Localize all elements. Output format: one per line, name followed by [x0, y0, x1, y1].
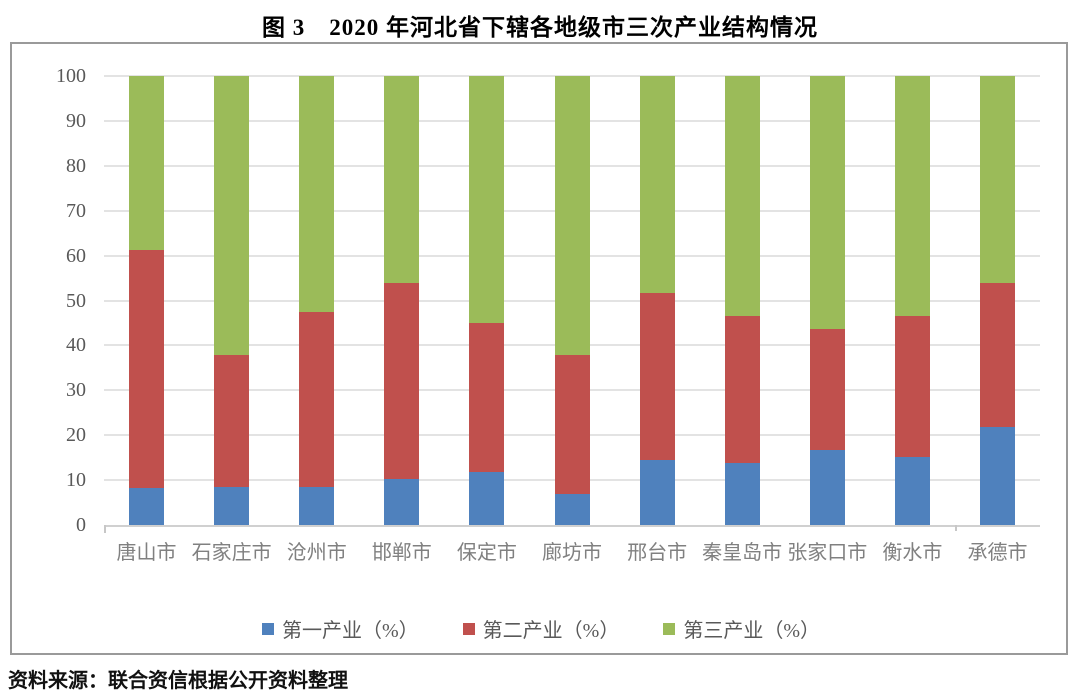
- x-category-label: 承德市: [967, 542, 1028, 564]
- bar-segment: [809, 329, 845, 450]
- bar-segment: [639, 292, 675, 461]
- legend-swatch-icon: [462, 622, 475, 635]
- bar-segment: [299, 76, 335, 312]
- bar-segment: [469, 472, 505, 525]
- x-category-label: 秦皇岛市: [702, 542, 783, 564]
- x-category-label: 张家口市: [787, 542, 868, 564]
- x-category-label: 沧州市: [286, 542, 347, 564]
- legend-item: 第二产业（%）: [462, 614, 620, 643]
- bar-segment: [469, 323, 505, 473]
- figure-title: 图 3 2020 年河北省下辖各地级市三次产业结构情况: [262, 15, 818, 40]
- x-axis-line: [104, 525, 1040, 527]
- x-category-label: 保定市: [456, 542, 517, 564]
- legend-label: 第二产业（%）: [482, 620, 620, 642]
- bar-segment: [384, 283, 420, 479]
- bar-segment: [894, 76, 930, 317]
- x-category-label: 邯郸市: [371, 542, 432, 564]
- legend-item: 第一产业（%）: [261, 614, 419, 643]
- bar-segment: [129, 488, 165, 525]
- y-tick-label: 20: [66, 424, 86, 447]
- x-category-label: 衡水市: [882, 542, 943, 564]
- legend-swatch-icon: [663, 622, 676, 635]
- bar-stack-沧州市: [299, 76, 335, 525]
- axis-tick: [104, 525, 106, 533]
- bar-stack-石家庄市: [214, 76, 250, 525]
- y-tick-label: 70: [66, 199, 86, 222]
- bar-stack-张家口市: [809, 76, 845, 525]
- bar-stack-唐山市: [129, 76, 165, 525]
- y-tick-label: 100: [56, 65, 86, 87]
- bar-segment: [809, 449, 845, 525]
- bar-stack-邯郸市: [384, 76, 420, 525]
- bar-segment: [639, 76, 675, 293]
- x-category-label: 邢台市: [627, 542, 688, 564]
- bar-segment: [554, 76, 590, 356]
- bar-stack-衡水市: [894, 76, 930, 525]
- y-tick-label: 40: [66, 334, 86, 357]
- plot-area: [104, 75, 1040, 525]
- bar-segment: [384, 76, 420, 284]
- x-category-label: 石家庄市: [191, 542, 272, 564]
- bar-segment: [214, 486, 250, 525]
- bar-segment: [979, 426, 1015, 525]
- y-tick-label: 80: [66, 154, 86, 177]
- legend-label: 第一产业（%）: [281, 620, 419, 642]
- bar-segment: [384, 478, 420, 525]
- y-tick-label: 50: [66, 289, 86, 312]
- bar-segment: [894, 316, 930, 457]
- bar-segment: [724, 462, 760, 525]
- y-tick-label: 30: [66, 379, 86, 402]
- bar-stack-承德市: [979, 76, 1015, 525]
- x-category-label: 廊坊市: [542, 542, 602, 564]
- bar-segment: [979, 283, 1015, 427]
- bar-segment: [299, 311, 335, 488]
- bar-segment: [639, 460, 675, 525]
- bar-segment: [299, 487, 335, 525]
- bar-segment: [724, 316, 760, 463]
- bar-segment: [214, 355, 250, 487]
- bar-stack-邢台市: [639, 76, 675, 525]
- bar-segment: [724, 76, 760, 317]
- chart-frame: 0 10 20 30 40 50 60 70 80 90 100 唐山市 石家庄市 沧州市 邯郸市 保定市 廊…: [10, 42, 1068, 655]
- bar-stack-保定市: [469, 76, 505, 525]
- bar-segment: [809, 76, 845, 330]
- bar-segment: [129, 76, 165, 250]
- bar-segment: [554, 494, 590, 525]
- chart-legend: 第一产业（%） 第二产业（%） 第三产业（%）: [12, 614, 1070, 643]
- x-category-label: 唐山市: [116, 542, 177, 564]
- bar-stack-秦皇岛市: [724, 76, 760, 525]
- source-note: 资料来源：联合资信根据公开资料整理: [8, 670, 348, 692]
- axis-tick: [955, 525, 957, 531]
- bar-stack-廊坊市: [554, 76, 590, 525]
- bar-segment: [894, 456, 930, 525]
- bar-segment: [979, 76, 1015, 284]
- bar-segment: [214, 76, 250, 356]
- legend-item: 第三产业（%）: [663, 614, 820, 643]
- legend-label: 第三产业（%）: [683, 620, 820, 642]
- gridline: [104, 75, 1040, 77]
- legend-swatch-icon: [261, 622, 274, 635]
- bar-segment: [554, 355, 590, 495]
- bar-segment: [129, 249, 165, 489]
- y-tick-label: 10: [66, 469, 86, 492]
- y-tick-label: 90: [66, 109, 86, 132]
- bar-segment: [469, 76, 505, 324]
- y-tick-label: 60: [66, 244, 86, 267]
- y-tick-label: 0: [76, 514, 86, 536]
